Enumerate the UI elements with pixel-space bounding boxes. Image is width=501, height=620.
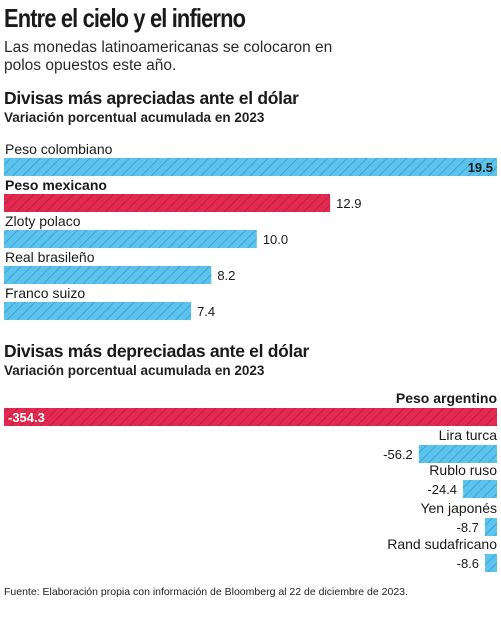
- category-label-peso-colombiano: Peso colombiano: [5, 141, 113, 157]
- category-label-rublo-ruso: Rublo ruso: [429, 462, 497, 478]
- bar-peso-argentino: [4, 408, 497, 426]
- value-label-lira-turca: -56.2: [383, 447, 413, 462]
- category-label-yen-japones: Yen japonés: [420, 500, 497, 516]
- depreciated-section-subtitle: Variación porcentual acumulada en 2023: [4, 363, 265, 378]
- value-label-real-brasileno: 8.2: [217, 268, 235, 283]
- category-label-rand-sudafricano: Rand sudafricano: [387, 536, 497, 552]
- appreciated-section-subtitle: Variación porcentual acumulada en 2023: [4, 110, 265, 125]
- page-subtitle: Las monedas latinoamericanas se colocaro…: [4, 39, 333, 74]
- appreciated-chart: Peso colombiano 19.5 Peso mexicano 12.9 Zlot…: [4, 141, 497, 320]
- value-label-peso-argentino: -354.3: [8, 410, 45, 425]
- bar-rand-sudafricano: [485, 554, 497, 572]
- bar-lira-turca: [418, 445, 497, 463]
- bar-rublo-ruso: [463, 480, 497, 498]
- category-label-zloty-polaco: Zloty polaco: [5, 213, 81, 229]
- value-label-yen-japones: -8.7: [456, 520, 478, 535]
- value-label-peso-colombiano: 19.5: [468, 160, 493, 175]
- value-label-zloty-polaco: 10.0: [263, 232, 288, 247]
- value-label-peso-mexicano: 12.9: [336, 196, 361, 211]
- category-label-lira-turca: Lira turca: [439, 427, 498, 443]
- appreciated-section-title: Divisas más apreciadas ante el dólar: [4, 88, 299, 108]
- category-label-peso-argentino: Peso argentino: [396, 390, 497, 406]
- depreciated-section-title: Divisas más depreciadas ante el dólar: [4, 341, 310, 361]
- bar-franco-suizo: [4, 302, 192, 320]
- category-label-peso-mexicano: Peso mexicano: [5, 177, 107, 193]
- category-label-franco-suizo: Franco suizo: [5, 285, 85, 301]
- source-note: Fuente: Elaboración propia con informaci…: [4, 586, 408, 598]
- value-label-rublo-ruso: -24.4: [427, 482, 457, 497]
- bar-peso-colombiano: [4, 158, 497, 176]
- bar-peso-mexicano: [4, 194, 331, 212]
- bar-real-brasileno: [4, 266, 212, 284]
- value-label-franco-suizo: 7.4: [197, 304, 215, 319]
- depreciated-chart: Peso argentino -354.3 Lira turca -56.2 Rublo…: [4, 390, 497, 572]
- category-label-real-brasileno: Real brasileño: [5, 249, 95, 265]
- value-label-rand-sudafricano: -8.6: [457, 556, 479, 571]
- bar-yen-japones: [484, 518, 497, 536]
- bar-zloty-polaco: [4, 230, 257, 248]
- page-title: Entre el cielo y el infierno: [4, 3, 246, 33]
